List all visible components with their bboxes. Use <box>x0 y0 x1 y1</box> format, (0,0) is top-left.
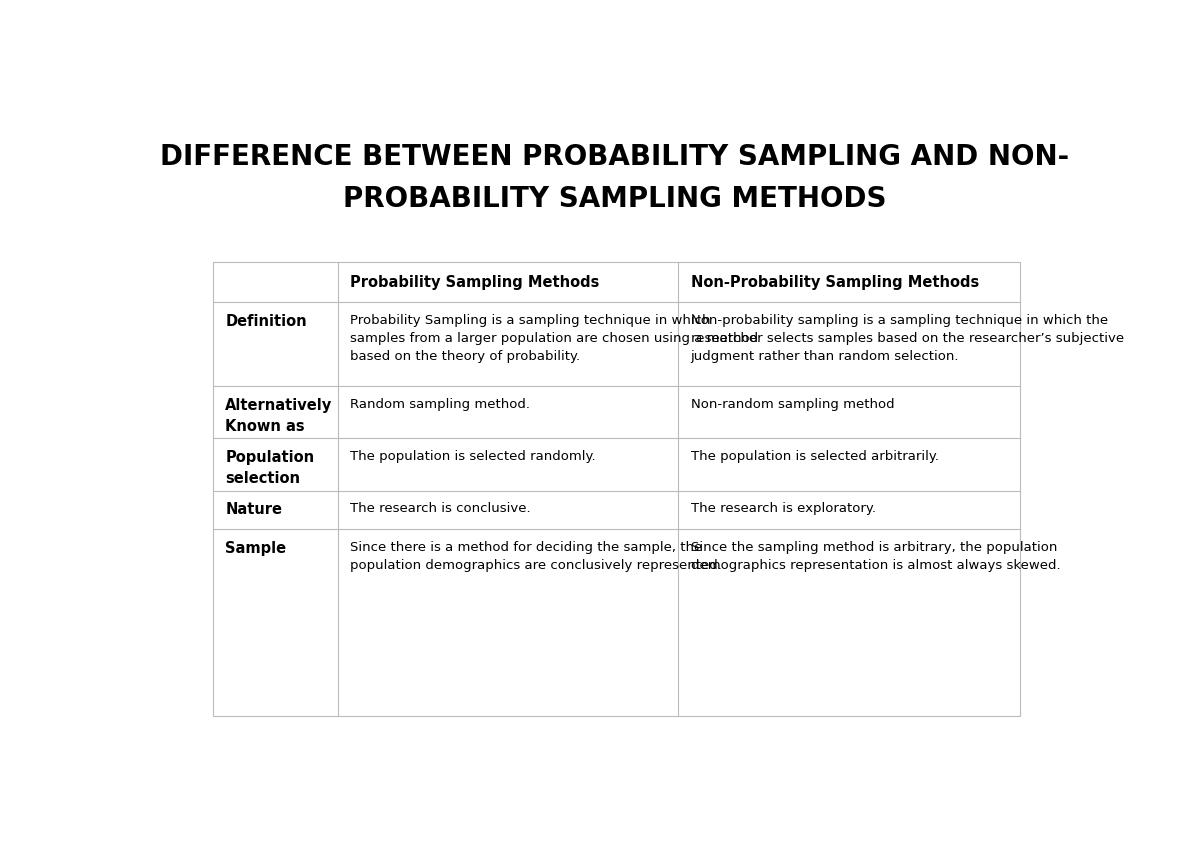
Bar <box>214 262 1020 717</box>
Text: Since there is a method for deciding the sample, the
population demographics are: Since there is a method for deciding the… <box>350 541 722 572</box>
Text: Sample: Sample <box>226 541 287 556</box>
Text: The population is selected randomly.: The population is selected randomly. <box>350 450 596 463</box>
Text: Population
selection: Population selection <box>226 450 314 486</box>
Text: Probability Sampling is a sampling technique in which
samples from a larger popu: Probability Sampling is a sampling techn… <box>350 314 758 363</box>
Text: Since the sampling method is arbitrary, the population
demographics representati: Since the sampling method is arbitrary, … <box>690 541 1060 572</box>
Text: The research is exploratory.: The research is exploratory. <box>690 503 876 515</box>
Text: PROBABILITY SAMPLING METHODS: PROBABILITY SAMPLING METHODS <box>343 185 887 213</box>
Text: Random sampling method.: Random sampling method. <box>350 398 530 411</box>
Text: DIFFERENCE BETWEEN PROBABILITY SAMPLING AND NON-: DIFFERENCE BETWEEN PROBABILITY SAMPLING … <box>161 143 1069 171</box>
Text: Non-random sampling method: Non-random sampling method <box>690 398 894 411</box>
Text: Definition: Definition <box>226 314 307 329</box>
Text: The population is selected arbitrarily.: The population is selected arbitrarily. <box>690 450 938 463</box>
Text: Non-Probability Sampling Methods: Non-Probability Sampling Methods <box>690 274 979 290</box>
Text: The research is conclusive.: The research is conclusive. <box>350 503 530 515</box>
Text: Nature: Nature <box>226 503 282 517</box>
Text: Alternatively
Known as: Alternatively Known as <box>226 398 332 434</box>
Text: Probability Sampling Methods: Probability Sampling Methods <box>350 274 600 290</box>
Text: Non-probability sampling is a sampling technique in which the
researcher selects: Non-probability sampling is a sampling t… <box>690 314 1123 363</box>
